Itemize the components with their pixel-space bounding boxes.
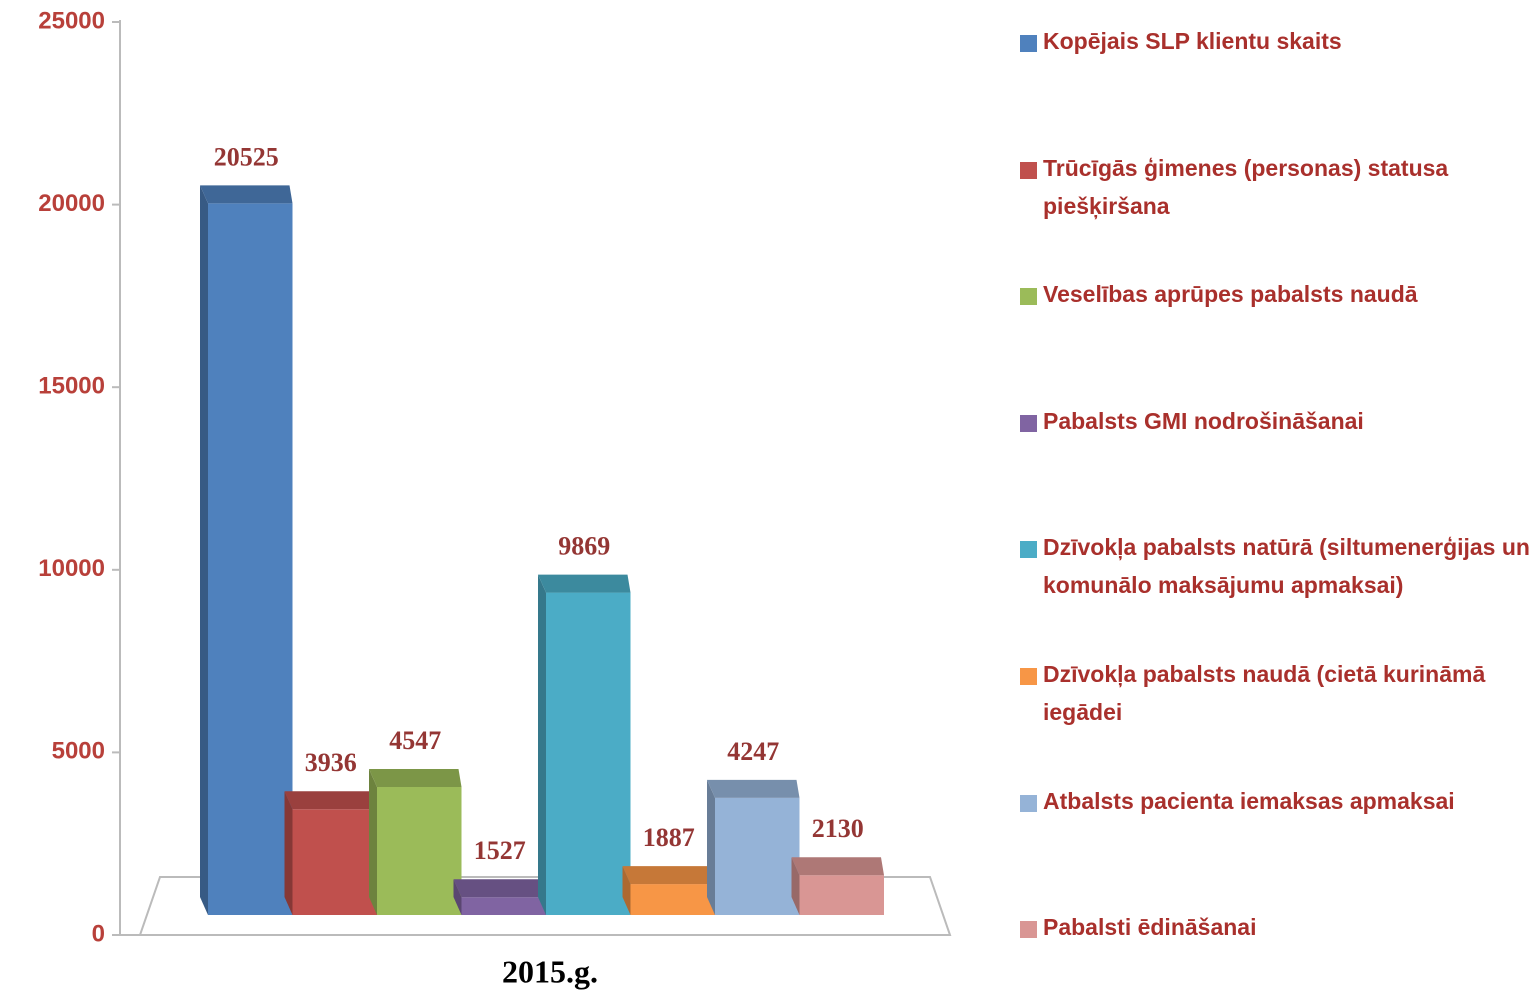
legend-text: Atbalsts pacienta iemaksas apmaksai bbox=[1043, 787, 1455, 814]
legend-item: Atbalsts pacienta iemaksas apmaksai bbox=[1020, 788, 1535, 820]
bar-side bbox=[538, 574, 546, 915]
legend-swatch bbox=[1020, 288, 1037, 306]
legend-item: Pabalsts GMI nodrošināšanai bbox=[1020, 408, 1535, 440]
bar bbox=[546, 592, 631, 915]
legend-swatch bbox=[1020, 921, 1037, 939]
y-tick-label: 10000 bbox=[38, 555, 105, 582]
bar-top bbox=[453, 879, 546, 898]
legend-item: Dzīvokļa pabalsts natūrā (siltumenerģija… bbox=[1020, 534, 1535, 604]
bar bbox=[377, 786, 462, 915]
legend-text: Kopējais SLP klientu skaits bbox=[1043, 28, 1342, 54]
bar-top bbox=[369, 768, 462, 787]
bar bbox=[799, 875, 884, 915]
bar-side bbox=[622, 866, 631, 915]
y-tick-label: 5000 bbox=[52, 738, 105, 765]
bar-top bbox=[707, 779, 800, 798]
bar-top bbox=[284, 791, 377, 810]
y-tick-label: 25000 bbox=[38, 7, 105, 34]
legend-swatch bbox=[1020, 794, 1037, 812]
bar-side bbox=[369, 768, 377, 915]
y-tick-label: 20000 bbox=[38, 190, 105, 217]
legend-item: Pabalsti ēdināšanai bbox=[1020, 914, 1535, 946]
bar bbox=[715, 797, 800, 915]
legend-item: Trūcīgās ģimenes (personas) statusa pieš… bbox=[1020, 155, 1535, 225]
y-tick-label: 0 bbox=[92, 920, 105, 947]
value-label: 20525 bbox=[214, 142, 279, 171]
bar-top bbox=[200, 185, 293, 204]
bar bbox=[208, 203, 293, 915]
x-tick-label: 2015.g. bbox=[502, 953, 598, 989]
value-label: 4247 bbox=[727, 737, 779, 766]
bar-side bbox=[284, 791, 293, 915]
bar-top bbox=[538, 574, 631, 593]
legend-swatch bbox=[1020, 161, 1037, 179]
legend-swatch bbox=[1020, 35, 1037, 52]
legend-text: Dzīvokļa pabalsts natūrā (siltumenerģija… bbox=[1043, 534, 1530, 599]
value-label: 1527 bbox=[474, 836, 526, 865]
value-label: 9869 bbox=[558, 532, 610, 561]
legend-item: Veselības aprūpes pabalsts naudā bbox=[1020, 281, 1535, 313]
bar-side bbox=[453, 879, 462, 915]
legend-text: Pabalsti ēdināšanai bbox=[1043, 914, 1257, 941]
value-label: 3936 bbox=[305, 748, 357, 777]
bar-side bbox=[200, 185, 208, 915]
legend-text: Trūcīgās ģimenes (personas) statusa pieš… bbox=[1043, 154, 1449, 219]
bar-top bbox=[622, 866, 715, 885]
value-label: 1887 bbox=[643, 823, 695, 852]
legend-text: Veselības aprūpes pabalsts naudā bbox=[1043, 281, 1418, 308]
bar bbox=[461, 897, 546, 915]
legend-swatch bbox=[1020, 668, 1037, 685]
bar bbox=[292, 809, 377, 915]
value-label: 4547 bbox=[389, 726, 441, 755]
bar bbox=[630, 884, 715, 915]
legend-text: Pabalsts GMI nodrošināšanai bbox=[1043, 407, 1364, 434]
bar-side bbox=[791, 857, 800, 915]
bar-side bbox=[707, 779, 715, 915]
legend-item: Dzīvokļa pabalsts naudā (cietā kurināmā … bbox=[1020, 661, 1535, 731]
legend-item: Kopējais SLP klientu skaits bbox=[1020, 28, 1535, 60]
bar-top bbox=[791, 857, 884, 876]
legend-swatch bbox=[1020, 541, 1037, 559]
value-label: 2130 bbox=[812, 814, 864, 843]
y-tick-label: 15000 bbox=[38, 373, 105, 400]
legend-swatch bbox=[1020, 414, 1037, 432]
legend-text: Dzīvokļa pabalsts naudā (cietā kurināmā … bbox=[1043, 661, 1486, 725]
